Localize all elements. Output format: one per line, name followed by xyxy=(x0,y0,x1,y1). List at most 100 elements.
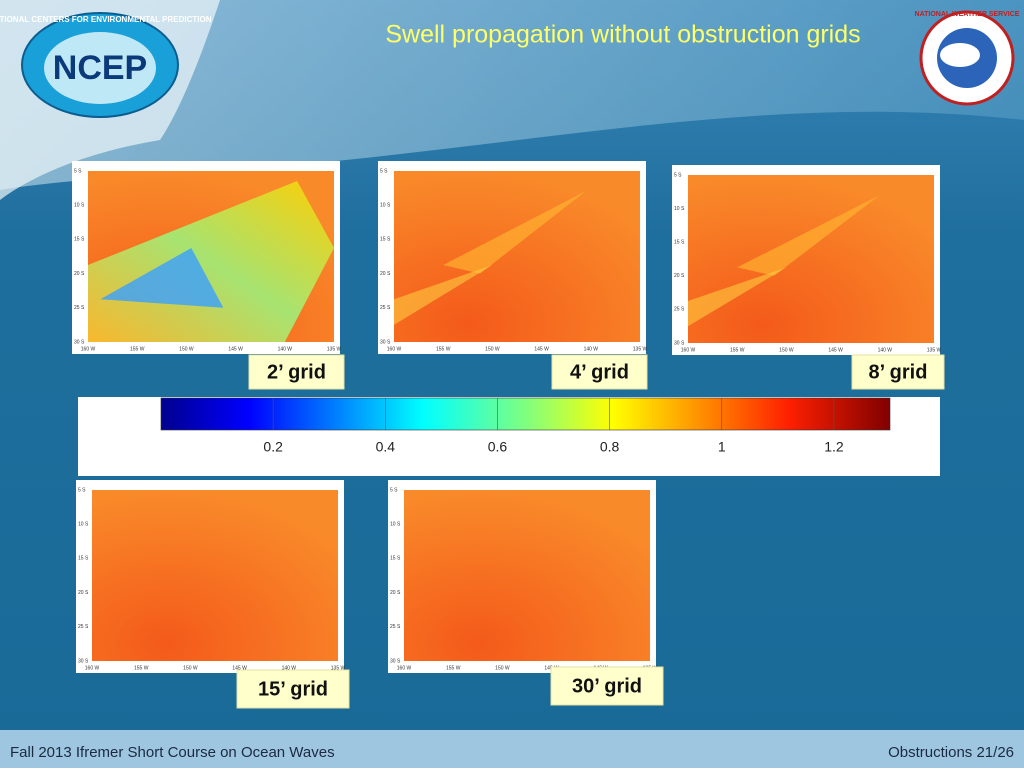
lon-label: 160 W xyxy=(81,346,96,352)
footer-left: Fall 2013 Ifremer Short Course on Ocean … xyxy=(10,744,335,761)
lon-label: 140 W xyxy=(282,665,297,671)
panel-label: 15’ grid xyxy=(258,678,328,700)
lat-label: 5 S xyxy=(74,168,82,174)
lon-label: 135 W xyxy=(927,347,942,353)
lon-label: 150 W xyxy=(179,346,194,352)
lon-label: 135 W xyxy=(327,346,342,352)
map-field xyxy=(92,490,338,661)
background-wave xyxy=(0,0,1024,190)
lat-label: 10 S xyxy=(674,206,685,212)
lat-label: 30 S xyxy=(390,658,401,664)
colorbar-tick-label: 0.2 xyxy=(263,439,283,455)
logo-ring-text: NATIONAL WEATHER SERVICE xyxy=(915,11,1020,18)
lat-label: 20 S xyxy=(78,590,89,596)
lat-label: 25 S xyxy=(78,624,89,630)
slide-title: Swell propagation without obstruction gr… xyxy=(385,21,860,49)
lat-label: 5 S xyxy=(390,487,398,493)
colorbar-tick-label: 1.2 xyxy=(824,439,844,455)
colorbar-tick-label: 0.8 xyxy=(600,439,620,455)
map-swell xyxy=(394,265,493,325)
lat-label: 20 S xyxy=(74,271,85,277)
lon-label: 145 W xyxy=(534,346,549,352)
lon-label: 150 W xyxy=(495,665,510,671)
lon-label: 140 W xyxy=(278,346,293,352)
lat-label: 30 S xyxy=(674,340,685,346)
map-field xyxy=(688,175,934,343)
lon-label: 160 W xyxy=(681,347,696,353)
ncep-logo: NATIONAL CENTERS FOR ENVIRONMENTAL PREDI… xyxy=(0,12,212,118)
panel-label: 30’ grid xyxy=(572,675,642,697)
lat-label: 20 S xyxy=(380,271,391,277)
lon-label: 155 W xyxy=(134,665,149,671)
panel-label-box xyxy=(236,669,350,709)
colorbar-scale xyxy=(160,397,891,431)
colorbar: 0.2 0.4 0.6 0.8 1 1.2 xyxy=(78,397,940,476)
lon-label: 155 W xyxy=(730,347,745,353)
lat-label: 10 S xyxy=(74,203,85,209)
lon-label: 155 W xyxy=(130,346,145,352)
lat-label: 5 S xyxy=(674,172,682,178)
map-swell xyxy=(737,195,880,276)
lon-label: 135 W xyxy=(633,346,648,352)
lat-label: 20 S xyxy=(390,590,401,596)
lon-label: 150 W xyxy=(183,665,198,671)
lat-label: 15 S xyxy=(74,237,85,243)
colorbar-tick-label: 1 xyxy=(718,439,726,455)
lat-label: 30 S xyxy=(380,339,391,345)
lat-label: 30 S xyxy=(74,339,85,345)
lat-label: 25 S xyxy=(74,305,85,311)
map-swell xyxy=(688,267,787,327)
panel-label-box xyxy=(248,354,345,390)
lon-label: 145 W xyxy=(228,346,243,352)
footer-right: Obstructions 21/26 xyxy=(888,744,1014,761)
lon-label: 150 W xyxy=(779,347,794,353)
lon-label: 155 W xyxy=(436,346,451,352)
lon-label: 160 W xyxy=(397,665,412,671)
lon-label: 145 W xyxy=(232,665,247,671)
map-field xyxy=(394,171,640,342)
lat-label: 30 S xyxy=(78,658,89,664)
map-swell xyxy=(443,191,586,274)
logo-name: NCEP xyxy=(53,49,147,87)
map-swell xyxy=(100,247,224,308)
map-field xyxy=(404,490,650,661)
lat-label: 20 S xyxy=(674,273,685,279)
colorbar-tick-label: 0.4 xyxy=(376,439,396,455)
colorbar-tick-label: 0.6 xyxy=(488,439,508,455)
lat-label: 15 S xyxy=(390,556,401,562)
lon-label: 140 W xyxy=(584,346,599,352)
lat-label: 15 S xyxy=(78,556,89,562)
lon-label: 145 W xyxy=(828,347,843,353)
lat-label: 15 S xyxy=(380,237,391,243)
nws-logo: NATIONAL WEATHER SERVICE xyxy=(915,10,1020,106)
lat-label: 25 S xyxy=(380,305,391,311)
panel-label-box xyxy=(550,666,664,706)
lat-label: 10 S xyxy=(78,522,89,528)
lat-label: 25 S xyxy=(390,624,401,630)
lon-label: 140 W xyxy=(878,347,893,353)
lat-label: 15 S xyxy=(674,240,685,246)
lat-label: 5 S xyxy=(78,487,86,493)
lat-label: 10 S xyxy=(390,522,401,528)
panel-label: 8’ grid xyxy=(869,361,928,383)
panel-label: 4’ grid xyxy=(570,361,629,383)
lon-label: 155 W xyxy=(446,665,461,671)
lon-label: 160 W xyxy=(85,665,100,671)
panel-label-box xyxy=(551,354,648,390)
lat-label: 5 S xyxy=(380,168,388,174)
panel-label-box xyxy=(851,354,945,390)
logo-ring-text: NATIONAL CENTERS FOR ENVIRONMENTAL PREDI… xyxy=(0,15,212,24)
lon-label: 160 W xyxy=(387,346,402,352)
panel-label: 2’ grid xyxy=(267,361,326,383)
lat-label: 25 S xyxy=(674,307,685,313)
footer-bar xyxy=(0,730,1024,768)
lon-label: 150 W xyxy=(485,346,500,352)
lon-label: 135 W xyxy=(331,665,346,671)
